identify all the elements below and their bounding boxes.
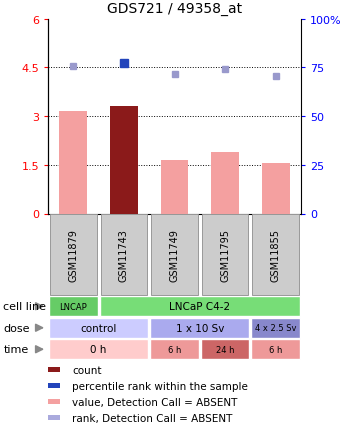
- Text: cell line: cell line: [3, 302, 46, 312]
- FancyBboxPatch shape: [151, 215, 198, 295]
- Text: rank, Detection Call = ABSENT: rank, Detection Call = ABSENT: [72, 413, 233, 423]
- Text: LNCAP: LNCAP: [59, 302, 87, 311]
- FancyBboxPatch shape: [150, 339, 199, 359]
- FancyBboxPatch shape: [201, 339, 249, 359]
- FancyBboxPatch shape: [99, 297, 300, 316]
- Text: 0 h: 0 h: [91, 345, 107, 355]
- FancyBboxPatch shape: [150, 318, 249, 338]
- Text: 24 h: 24 h: [216, 345, 234, 354]
- FancyBboxPatch shape: [50, 215, 97, 295]
- Bar: [48, 415, 60, 420]
- FancyBboxPatch shape: [202, 215, 248, 295]
- Bar: [110, 107, 138, 214]
- FancyBboxPatch shape: [251, 339, 300, 359]
- Text: dose: dose: [3, 323, 30, 333]
- Text: 6 h: 6 h: [168, 345, 181, 354]
- FancyBboxPatch shape: [100, 215, 147, 295]
- Bar: [48, 399, 60, 404]
- FancyBboxPatch shape: [251, 318, 300, 338]
- Bar: [59, 112, 87, 214]
- Bar: [262, 164, 289, 214]
- Text: GSM11879: GSM11879: [68, 229, 78, 281]
- Bar: [48, 367, 60, 372]
- Text: LNCaP C4-2: LNCaP C4-2: [169, 302, 230, 312]
- Text: 1 x 10 Sv: 1 x 10 Sv: [176, 323, 224, 333]
- Text: control: control: [80, 323, 117, 333]
- FancyBboxPatch shape: [49, 297, 98, 316]
- Title: GDS721 / 49358_at: GDS721 / 49358_at: [107, 2, 242, 16]
- Text: GSM11749: GSM11749: [169, 229, 179, 281]
- Text: percentile rank within the sample: percentile rank within the sample: [72, 381, 248, 391]
- Text: GSM11743: GSM11743: [119, 229, 129, 281]
- Text: GSM11855: GSM11855: [271, 228, 281, 281]
- Text: value, Detection Call = ABSENT: value, Detection Call = ABSENT: [72, 397, 237, 407]
- Text: count: count: [72, 365, 102, 375]
- Bar: [211, 152, 239, 214]
- Text: 6 h: 6 h: [269, 345, 282, 354]
- FancyBboxPatch shape: [49, 339, 148, 359]
- FancyBboxPatch shape: [252, 215, 299, 295]
- Text: GSM11795: GSM11795: [220, 228, 230, 281]
- Bar: [48, 383, 60, 388]
- Text: 4 x 2.5 Sv: 4 x 2.5 Sv: [255, 323, 296, 332]
- FancyBboxPatch shape: [49, 318, 148, 338]
- Text: time: time: [3, 345, 29, 355]
- Bar: [161, 161, 188, 214]
